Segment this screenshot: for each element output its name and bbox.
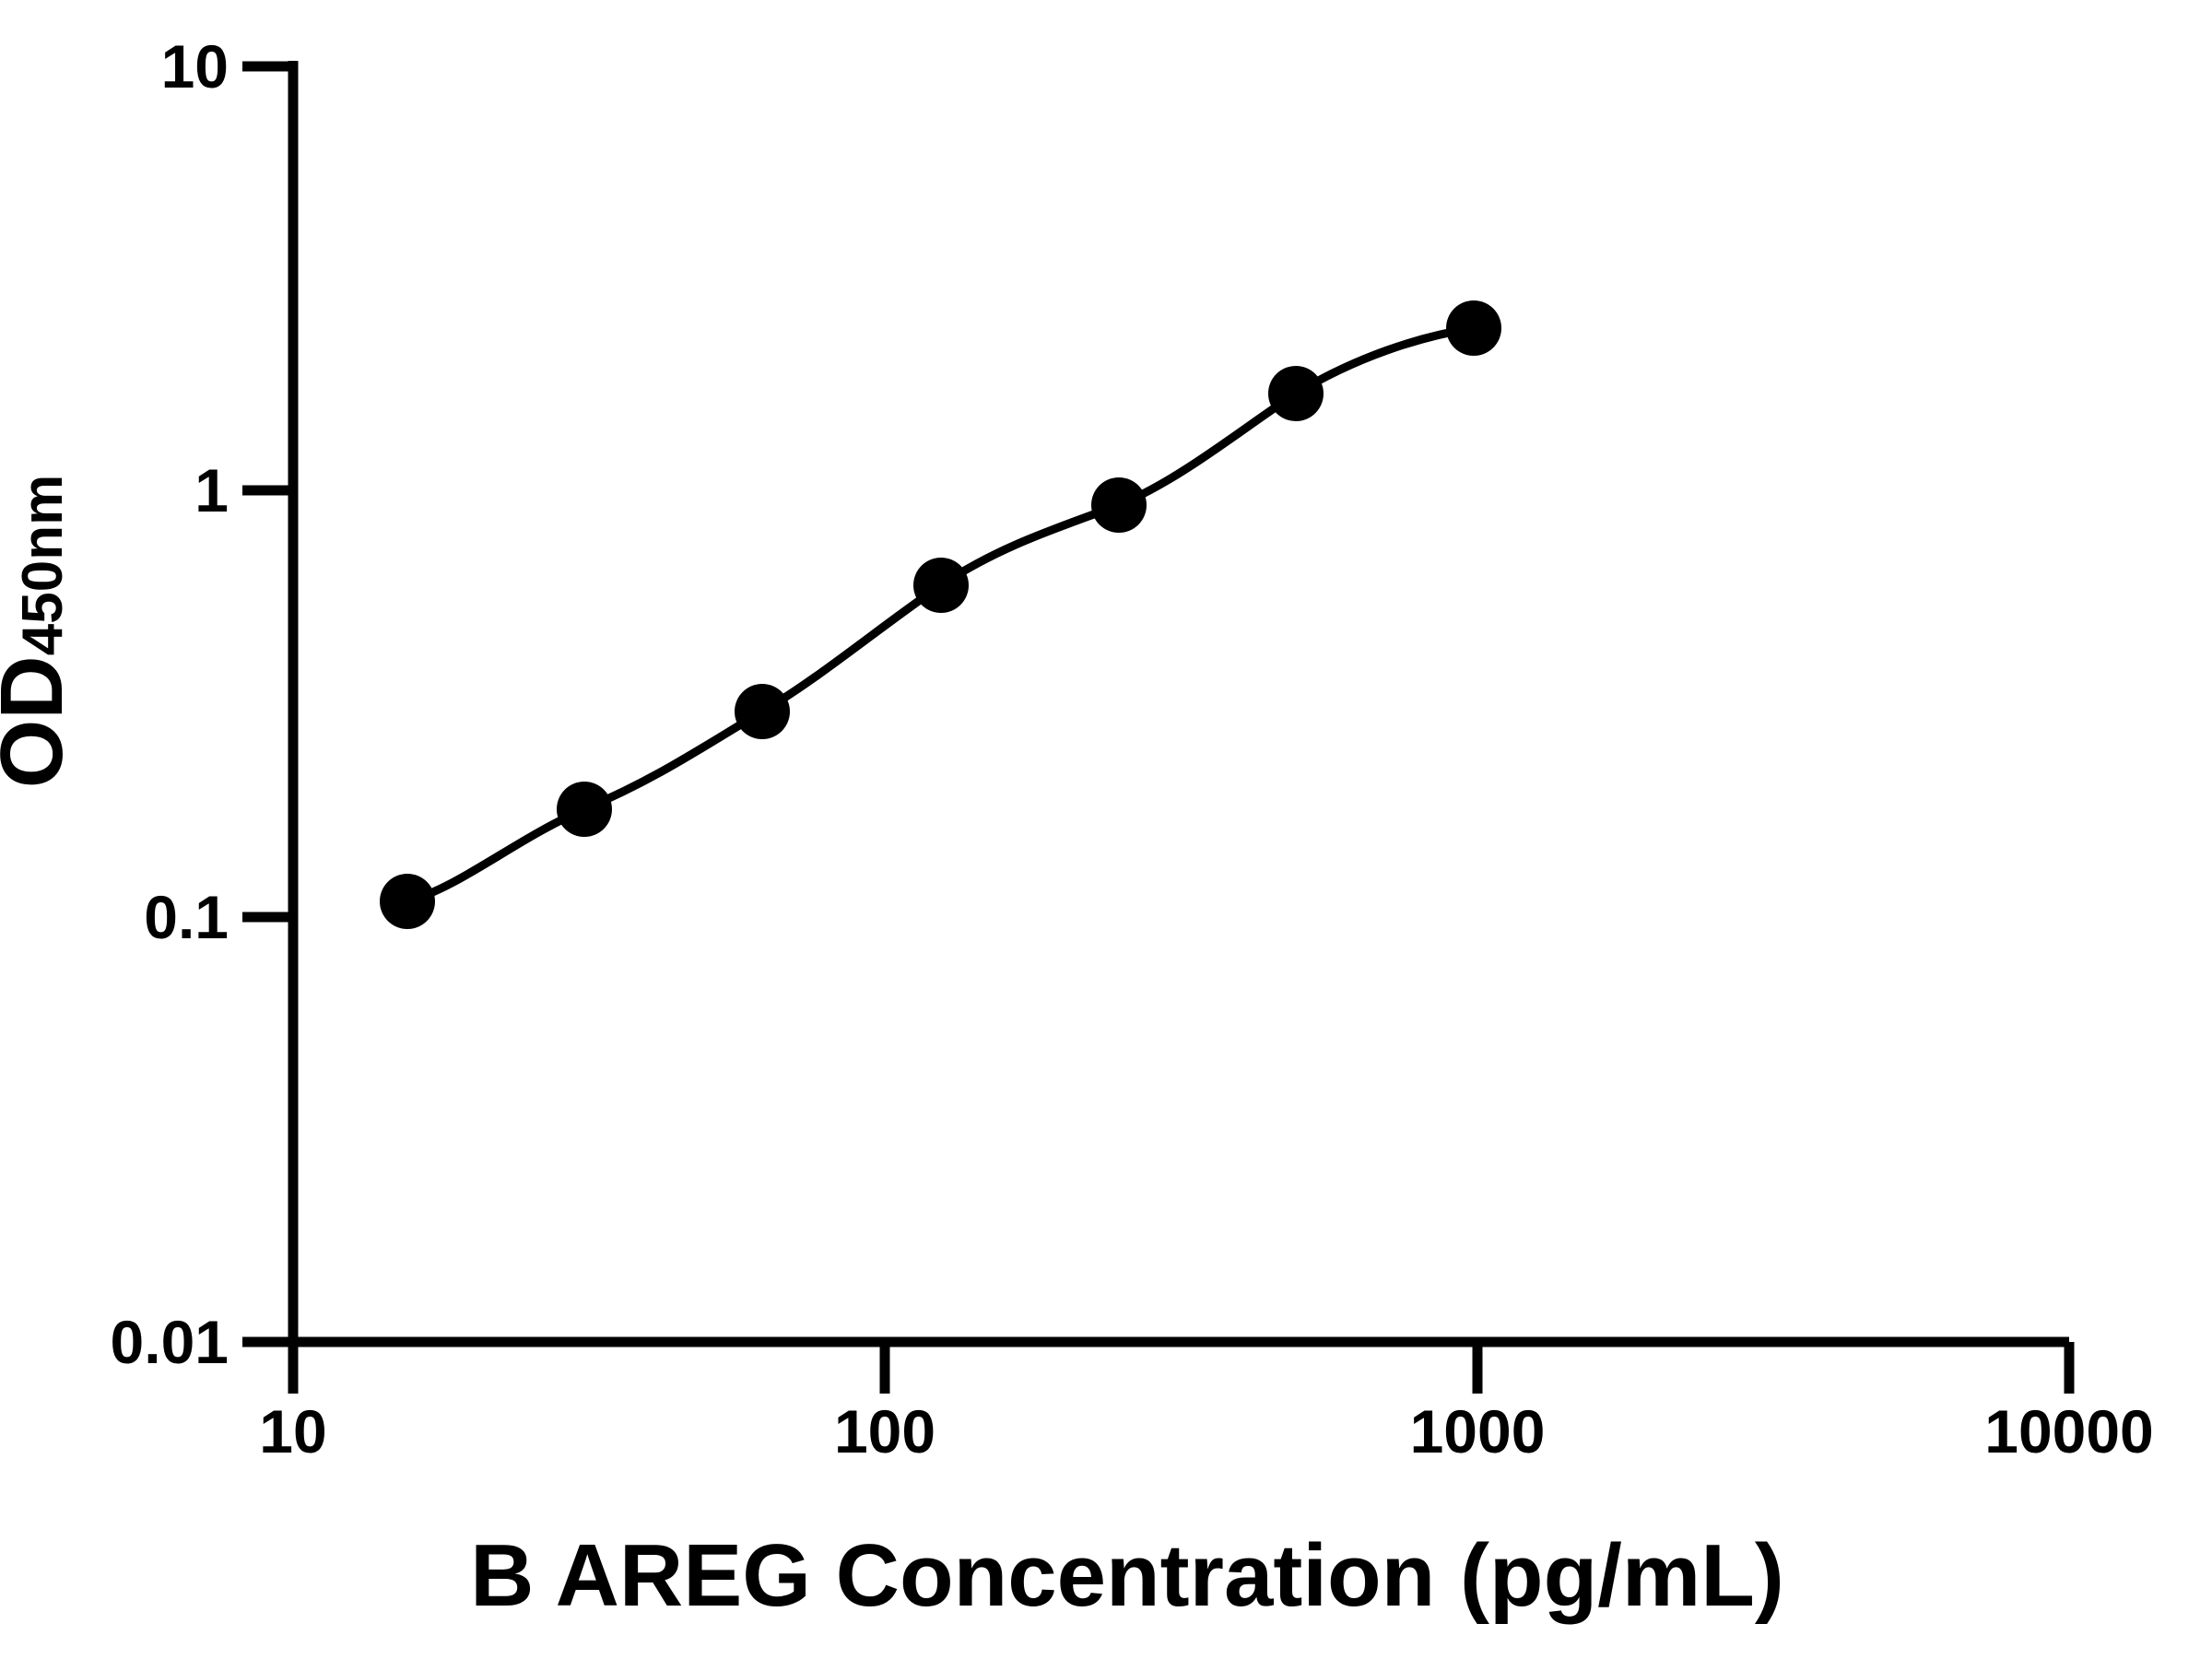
data-point bbox=[735, 684, 790, 739]
y-tick-label-1: 1 bbox=[194, 456, 229, 524]
data-point bbox=[1268, 366, 1324, 421]
y-axis-title-main: OD bbox=[0, 655, 81, 789]
y-tick-label-0-1: 0.1 bbox=[144, 883, 229, 951]
x-axis-title: B AREG Concentration (pg/mL) bbox=[0, 1525, 2212, 1627]
y-tick-label-10: 10 bbox=[160, 32, 229, 100]
x-axis-title-text: B AREG Concentration (pg/mL) bbox=[470, 1526, 1784, 1625]
data-point bbox=[913, 558, 969, 613]
y-tick-label-0-01: 0.01 bbox=[110, 1308, 229, 1376]
x-tick-label-100: 100 bbox=[833, 1397, 936, 1465]
y-axis-title-subscript: 450nm bbox=[11, 474, 75, 656]
x-tick-label-10: 10 bbox=[259, 1397, 327, 1465]
x-tick-label-1000: 1000 bbox=[1409, 1397, 1546, 1465]
data-point bbox=[380, 874, 435, 929]
data-point bbox=[557, 782, 612, 837]
data-point bbox=[1446, 300, 1501, 356]
x-tick-label-10000: 10000 bbox=[1984, 1397, 2154, 1465]
y-axis-title: OD450nm bbox=[0, 355, 83, 908]
data-point bbox=[1091, 477, 1147, 533]
